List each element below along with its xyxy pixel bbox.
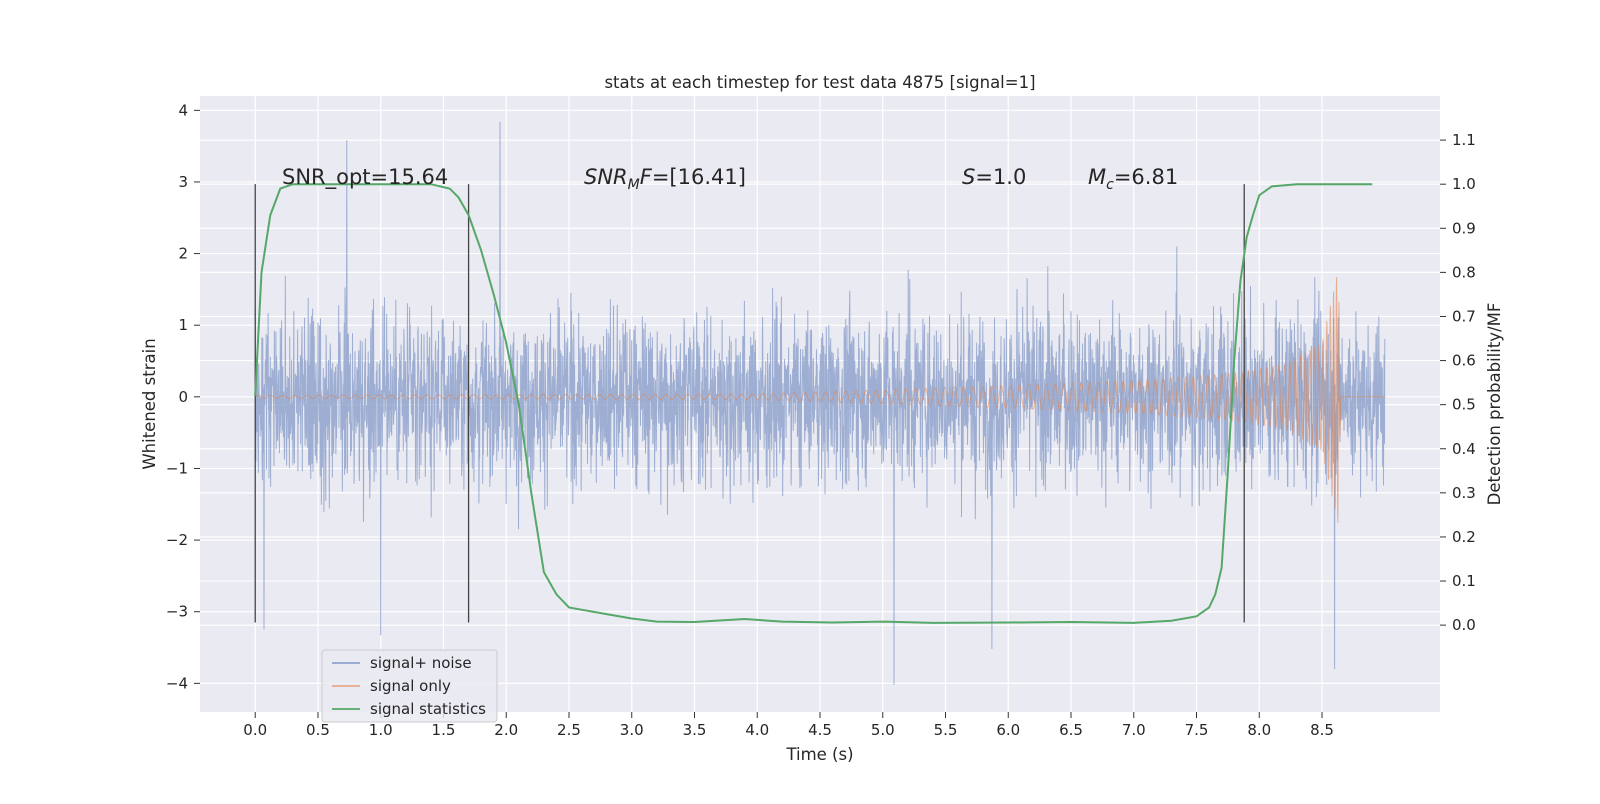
- x-tick-label: 8.5: [1310, 721, 1334, 739]
- x-tick-label: 1.5: [432, 721, 456, 739]
- y-left-tick-label: 4: [178, 101, 188, 119]
- chart-title: stats at each timestep for test data 487…: [604, 73, 1035, 92]
- legend-label-statistics: signal statistics: [370, 700, 486, 718]
- y-right-tick-label: 1.0: [1452, 175, 1476, 193]
- annotation-snr-mf-base: SNR: [584, 165, 628, 189]
- x-tick-label: 4.5: [808, 721, 832, 739]
- legend-label-signal: signal only: [370, 677, 451, 695]
- y-right-axis-ticks: 1.1 1.0 0.9 0.8 0.7 0.6 0.5 0.4 0.3 0.2 0.1 0.0: [1440, 131, 1476, 634]
- y-left-tick-label: 2: [178, 245, 188, 263]
- x-tick-label: 5.5: [934, 721, 958, 739]
- annotation-snr-mf-sub: M: [628, 177, 640, 193]
- legend-box: [321, 649, 498, 723]
- noise-trace: [254, 121, 1386, 685]
- annotation-s-symbol: S: [962, 165, 975, 189]
- y-left-axis-ticks: 4 3 2 1 0 −1 −2 −3 −4: [166, 101, 200, 692]
- y-left-axis-label: Whitened strain: [140, 338, 159, 469]
- signal-trace: [254, 276, 1385, 524]
- annotation-s-value: =1.0: [975, 165, 1026, 189]
- y-left-tick-label: −4: [166, 674, 188, 692]
- y-right-tick-label: 0.9: [1452, 219, 1476, 237]
- y-left-tick-label: −3: [166, 603, 188, 621]
- grid-lines: [200, 96, 1440, 712]
- legend: signal+ noise signal only signal statist…: [321, 649, 498, 723]
- annotation-s: S=1.0: [962, 165, 1026, 189]
- y-right-axis-label: Detection probability/MF: [1485, 303, 1504, 506]
- y-right-tick-label: 0.7: [1452, 307, 1476, 325]
- x-tick-label: 7.5: [1185, 721, 1209, 739]
- annotation-mc-value: =6.81: [1114, 165, 1178, 189]
- y-right-tick-label: 0.4: [1452, 440, 1476, 458]
- y-left-tick-label: −1: [166, 459, 188, 477]
- statistics-line: [254, 183, 1373, 624]
- annotation-snr-mf-tail: F: [640, 165, 653, 189]
- y-right-tick-label: 0.0: [1452, 616, 1476, 634]
- x-tick-label: 6.5: [1059, 721, 1083, 739]
- y-right-tick-label: 0.8: [1452, 263, 1476, 281]
- y-right-tick-label: 1.1: [1452, 131, 1476, 149]
- x-tick-label: 5.0: [871, 721, 895, 739]
- series-signal-statistics: [254, 183, 1373, 624]
- x-tick-label: 8.0: [1247, 721, 1271, 739]
- x-axis-ticks: 0.0 0.5 1.0 1.5 2.0 2.5 3.0 3.5 4.0 4.5 5.0 5.5 6.0 6…: [243, 712, 1334, 739]
- y-right-tick-label: 0.1: [1452, 572, 1476, 590]
- x-tick-label: 1.0: [369, 721, 393, 739]
- x-tick-label: 3.5: [683, 721, 707, 739]
- annotation-mc-symbol: M: [1088, 165, 1106, 189]
- y-right-tick-label: 0.5: [1452, 396, 1476, 414]
- x-tick-label: 2.5: [557, 721, 581, 739]
- y-left-tick-label: 0: [178, 388, 188, 406]
- y-left-tick-label: 1: [178, 316, 188, 334]
- series-signal-only: [254, 276, 1385, 524]
- annotation-mc: Mc=6.81: [1088, 165, 1178, 193]
- x-tick-label: 2.0: [494, 721, 518, 739]
- annotation-snr-mf-value: =[16.41]: [652, 165, 746, 189]
- x-tick-label: 4.0: [745, 721, 769, 739]
- annotation-snr-opt: SNR_opt=15.64: [282, 165, 448, 190]
- annotation-mc-sub: c: [1106, 177, 1114, 193]
- x-tick-label: 7.0: [1122, 721, 1146, 739]
- x-tick-label: 0.0: [243, 721, 267, 739]
- x-tick-label: 3.0: [620, 721, 644, 739]
- x-tick-label: 6.0: [996, 721, 1020, 739]
- series-signal-noise: [254, 121, 1386, 685]
- y-right-tick-label: 0.3: [1452, 484, 1476, 502]
- x-axis-label: Time (s): [785, 745, 853, 764]
- y-left-tick-label: 3: [178, 173, 188, 191]
- y-left-tick-label: −2: [166, 531, 188, 549]
- x-tick-label: 0.5: [306, 721, 330, 739]
- y-right-tick-label: 0.2: [1452, 528, 1476, 546]
- annotation-snr-mf: SNRMF=[16.41]: [584, 165, 746, 193]
- legend-label-noise: signal+ noise: [370, 654, 472, 672]
- y-right-tick-label: 0.6: [1452, 352, 1476, 370]
